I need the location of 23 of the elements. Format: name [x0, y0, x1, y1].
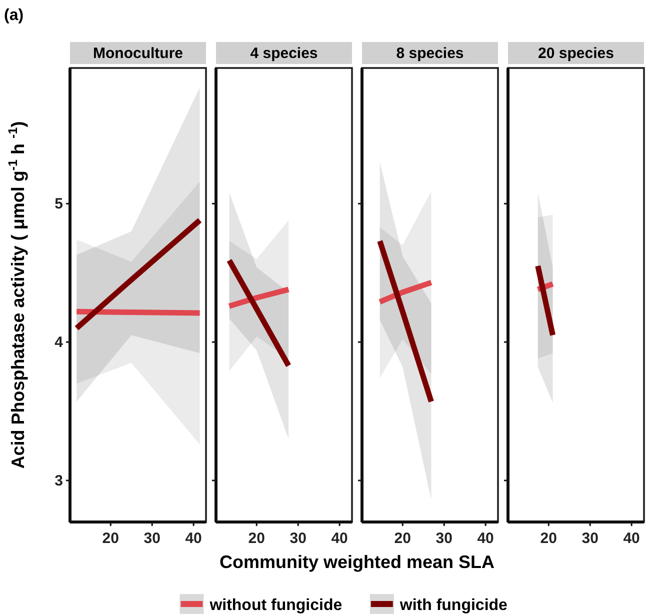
x-tick-label: 30 — [290, 530, 306, 547]
y-tick-label: 5 — [54, 196, 63, 213]
x-tick-label: 20 — [394, 530, 411, 547]
x-tick-label: 30 — [582, 530, 598, 547]
x-tick-label: 20 — [102, 530, 119, 547]
x-axis-title: Community weighted mean SLA — [219, 552, 495, 572]
x-tick-label: 30 — [144, 530, 160, 547]
chart-title: 8 species — [396, 45, 464, 62]
chart-title: Monoculture — [93, 45, 183, 62]
x-tick-label: 40 — [331, 530, 348, 547]
y-tick-label: 4 — [54, 334, 64, 352]
legend-label: with fungicide — [398, 597, 508, 614]
x-tick-label: 30 — [436, 530, 452, 547]
x-tick-label: 20 — [248, 530, 265, 547]
chart-title: 4 species — [250, 45, 318, 62]
chart-title: 20 species — [538, 45, 614, 62]
x-tick-label: 40 — [623, 530, 640, 547]
x-tick-label: 20 — [540, 530, 557, 547]
legend-label: without fungicide — [208, 597, 342, 614]
x-tick-label: 40 — [185, 530, 202, 547]
y-tick-label: 3 — [54, 472, 63, 490]
text: (a) — [4, 7, 24, 24]
x-tick-label: 40 — [477, 530, 494, 547]
